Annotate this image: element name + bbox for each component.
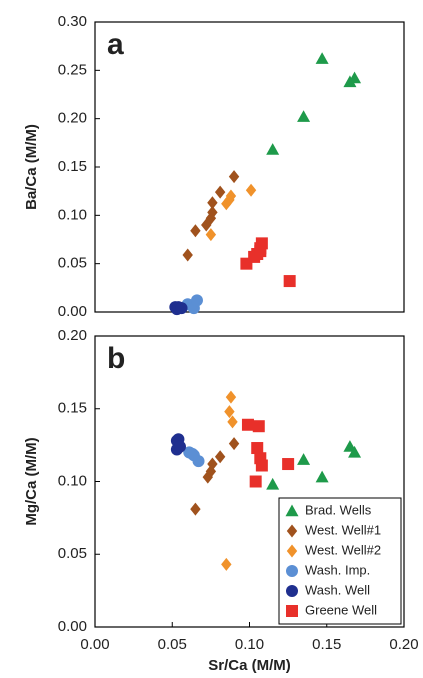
y-tick-label: 0.10 <box>58 472 87 489</box>
y-tick-label: 0.20 <box>58 327 87 344</box>
y-tick-label: 0.05 <box>58 255 87 272</box>
point <box>205 228 217 242</box>
legend-swatch <box>286 524 298 538</box>
point <box>255 459 268 472</box>
y-tick-label: 0.30 <box>58 13 87 30</box>
legend-label: Wash. Imp. <box>305 562 370 577</box>
point <box>202 470 213 484</box>
point <box>348 445 362 458</box>
point <box>283 275 296 288</box>
y-tick-label: 0.00 <box>58 303 87 320</box>
point <box>255 237 268 250</box>
point <box>251 442 264 455</box>
x-tick-label: 0.10 <box>235 636 264 653</box>
point <box>348 71 362 84</box>
legend-swatch <box>286 605 298 617</box>
legend-swatch <box>286 544 298 558</box>
legend-swatch <box>285 504 299 517</box>
point <box>190 294 203 307</box>
point <box>315 470 329 483</box>
point <box>252 420 265 433</box>
y-tick-label: 0.15 <box>58 400 87 417</box>
y-tick-label: 0.05 <box>58 545 87 562</box>
y-tick-label: 0.15 <box>58 158 87 175</box>
point <box>266 477 280 490</box>
legend-label: Brad. Wells <box>305 502 372 517</box>
point <box>190 502 201 516</box>
point <box>228 170 240 184</box>
legend-label: West. Well#2 <box>305 542 381 557</box>
point <box>224 405 235 419</box>
point <box>249 475 262 488</box>
legend-swatch <box>286 565 298 577</box>
legend-label: West. Well#1 <box>305 522 381 537</box>
point <box>245 183 257 197</box>
panel-label: b <box>107 342 125 375</box>
point <box>241 418 254 431</box>
x-tick-label: 0.05 <box>158 636 187 653</box>
point <box>228 437 240 451</box>
point <box>282 458 295 471</box>
legend-box <box>278 497 402 625</box>
point <box>225 390 237 404</box>
point <box>315 52 329 64</box>
legend-swatch <box>286 585 298 597</box>
point <box>297 110 311 122</box>
y-axis-title: Ba/Ca (M/M) <box>23 124 40 210</box>
legend-label: Greene Well <box>305 602 377 617</box>
x-axis-title: Sr/Ca (M/M) <box>208 657 291 674</box>
x-tick-label: 0.15 <box>312 636 341 653</box>
y-tick-label: 0.00 <box>58 618 87 635</box>
x-tick-label: 0.20 <box>389 636 418 653</box>
point <box>190 224 201 238</box>
point <box>205 464 217 478</box>
point <box>192 455 205 468</box>
legend-label: Wash. Well <box>305 582 370 597</box>
point <box>173 440 186 453</box>
y-tick-label: 0.20 <box>58 110 87 127</box>
point <box>207 457 218 471</box>
panel-label: a <box>107 28 124 61</box>
x-tick-label: 0.00 <box>80 636 109 653</box>
point <box>207 196 218 210</box>
y-axis-title: Mg/Ca (M/M) <box>23 437 40 525</box>
point <box>182 248 193 262</box>
point <box>175 302 188 315</box>
point <box>297 453 311 465</box>
point <box>266 143 280 155</box>
point <box>207 205 218 219</box>
point <box>221 557 232 571</box>
point <box>214 185 226 199</box>
y-tick-label: 0.25 <box>58 61 87 78</box>
y-tick-label: 0.10 <box>58 206 87 223</box>
point <box>227 415 238 429</box>
point <box>205 211 217 225</box>
point <box>214 450 226 464</box>
point <box>225 189 237 203</box>
